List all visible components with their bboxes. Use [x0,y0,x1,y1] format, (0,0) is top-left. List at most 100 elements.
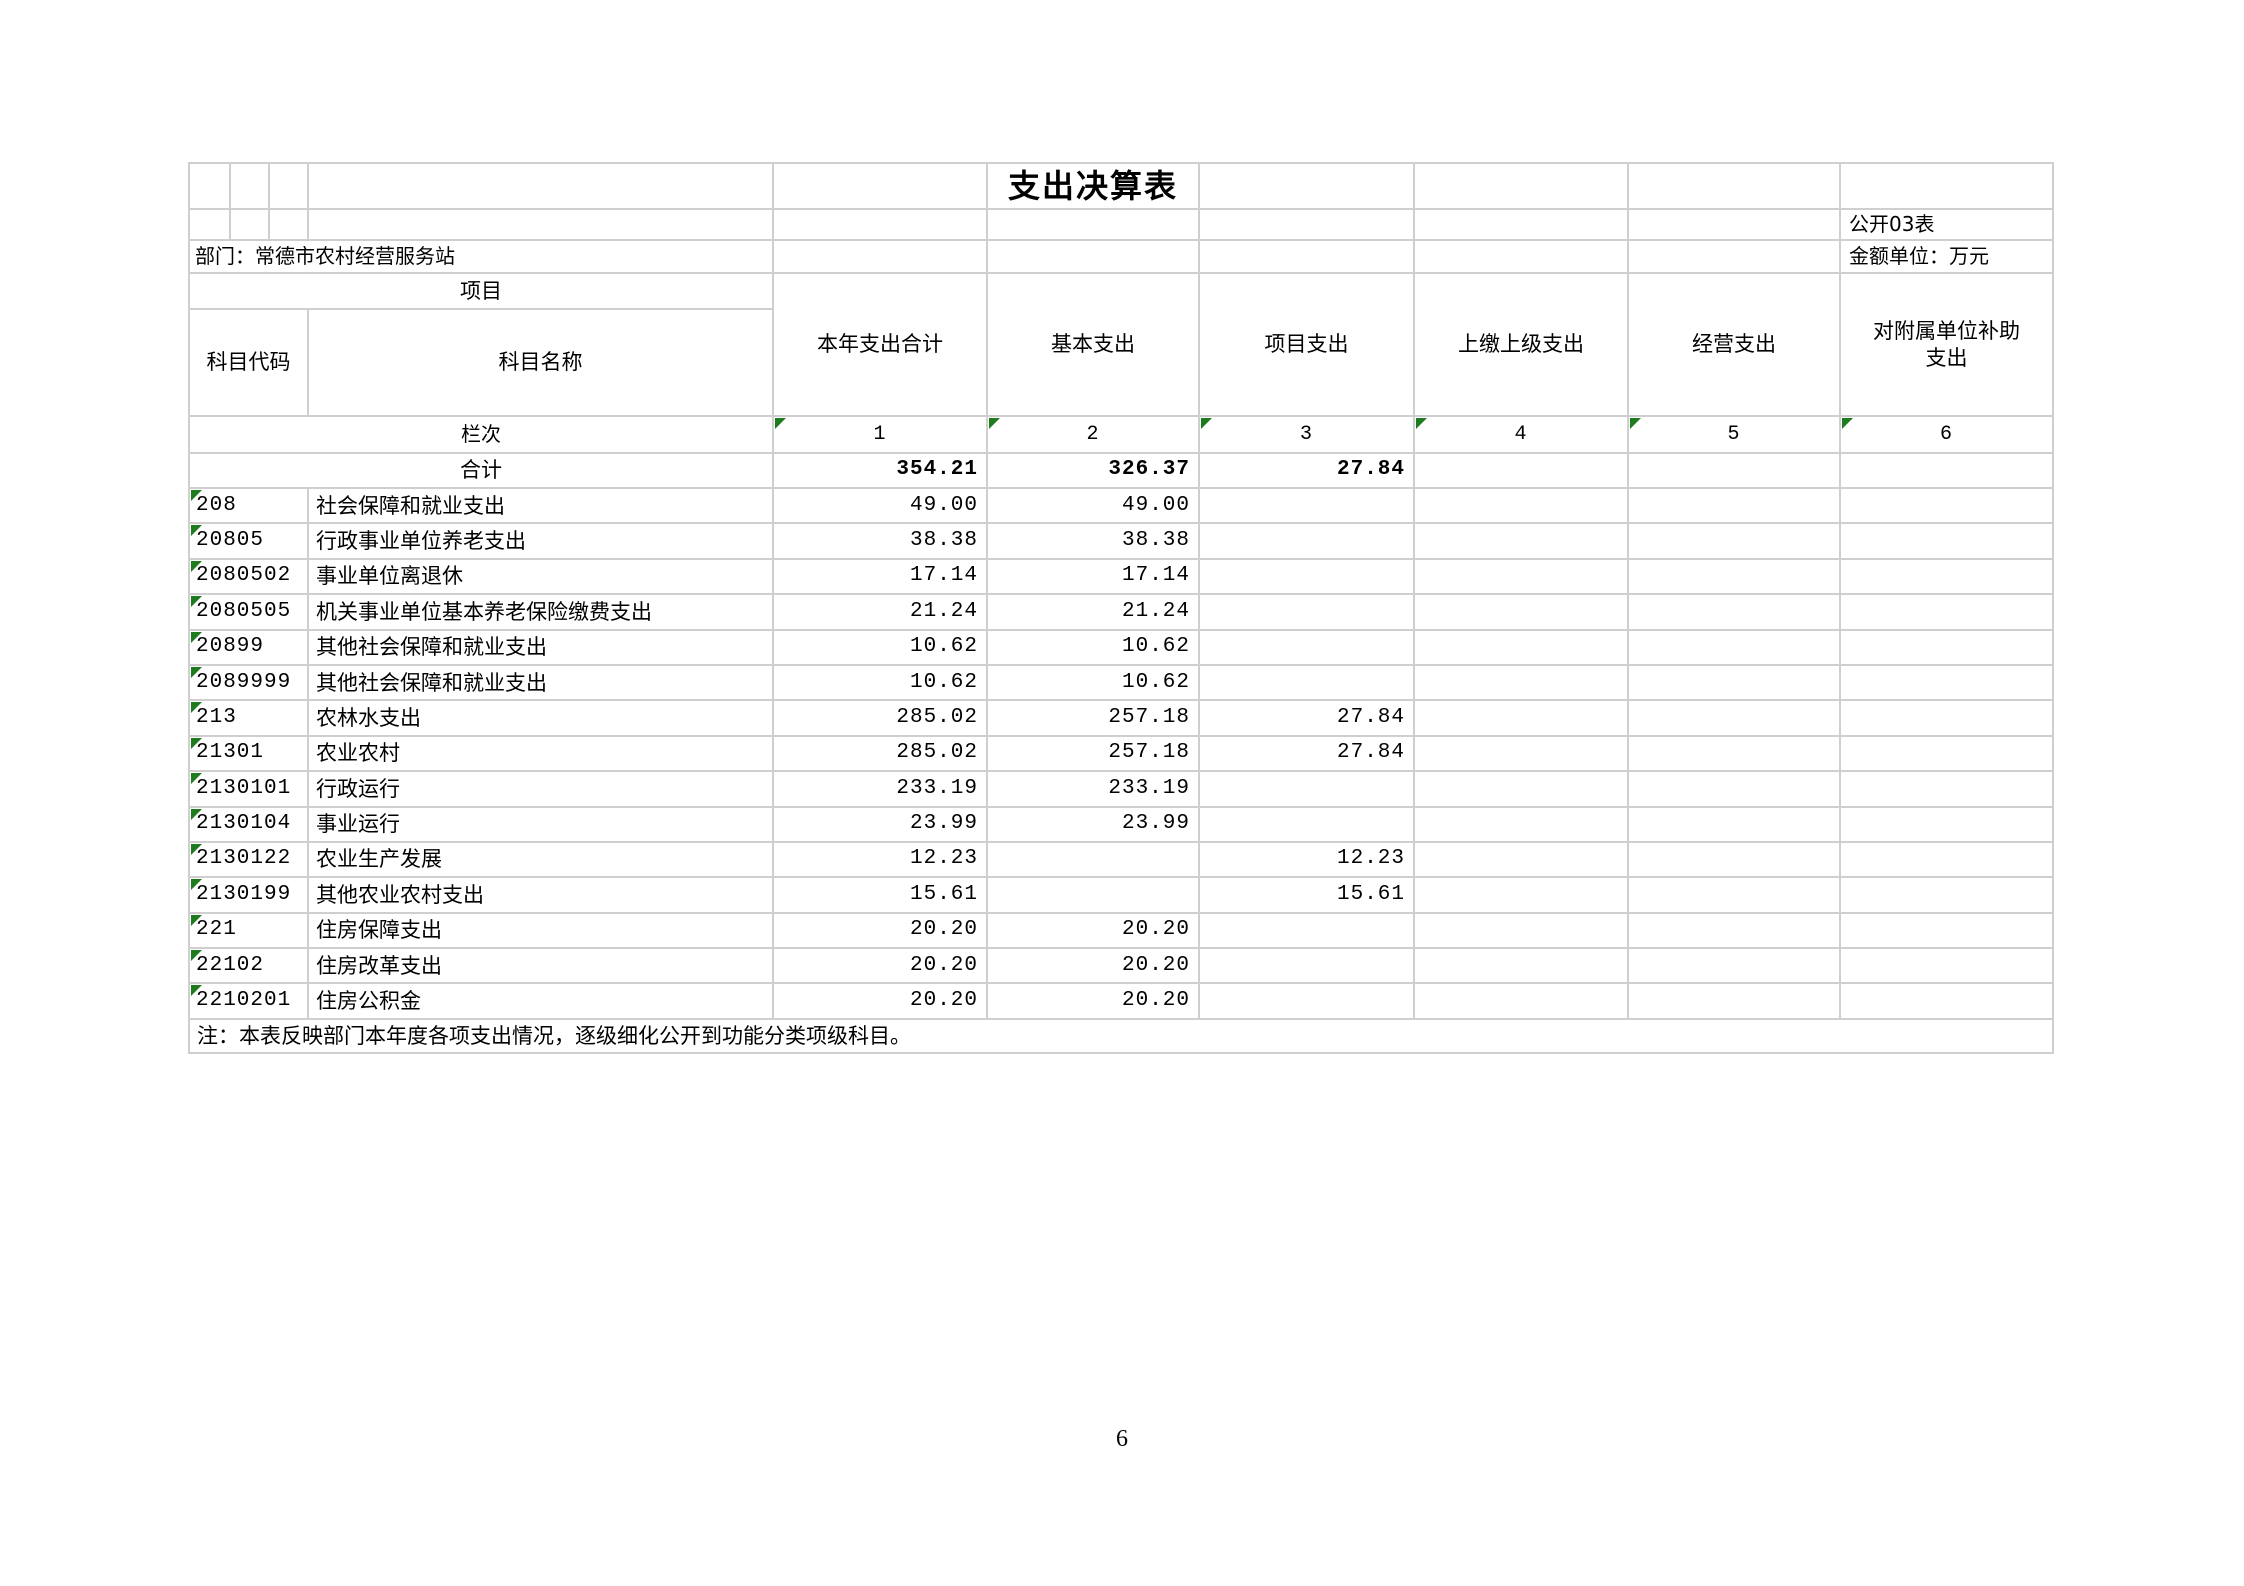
total-row: 合计 354.21 326.37 27.84 [188,452,2054,489]
empty-cell [1198,208,1415,241]
lanci-row: 栏次 1 2 3 4 5 6 [188,415,2054,454]
table-row: 2130199 其他农业农村支出 15.61 15.61 [188,876,2054,914]
subject-name-cell: 住房公积金 [307,982,774,1020]
error-flag-icon [1201,418,1212,429]
value-cell [1627,911,1841,950]
empty-cell [307,208,774,241]
empty-cell [1627,239,1841,274]
value-cell [1198,982,1415,1020]
value-cell [1198,770,1415,808]
value-cell [1627,770,1841,808]
value-cell: 12.23 [1198,840,1415,879]
error-flag-icon [191,808,202,820]
subject-name-cell: 住房改革支出 [307,947,774,985]
value-cell [1839,628,2054,666]
empty-cell [188,208,231,241]
subject-name-cell: 其他社会保障和就业支出 [307,628,774,666]
error-flag-icon [191,737,202,749]
value-cell [1413,734,1629,773]
subject-name-cell: 事业单位离退休 [307,557,774,596]
subject-name-cell: 农林水支出 [307,699,774,737]
subject-name-cell: 其他社会保障和就业支出 [307,663,774,702]
value-cell: 17.14 [986,557,1200,596]
value-cell: 20.20 [986,947,1200,985]
value-cell [986,876,1200,914]
empty-cell [1198,162,1415,210]
subject-code-cell: 2080505 [188,593,309,631]
empty-cell [1413,208,1629,241]
header-project: 项目 [188,272,774,310]
value-cell [1839,593,2054,631]
value-cell [1413,628,1629,666]
value-cell [1198,522,1415,560]
value-cell [1413,947,1629,985]
value-cell: 38.38 [986,522,1200,560]
value-cell [1413,876,1629,914]
subject-name-cell: 农业生产发展 [307,840,774,879]
value-cell [1627,486,1841,525]
value-cell [1413,557,1629,596]
subject-code-cell: 2130199 [188,876,309,914]
error-flag-icon [191,702,202,714]
value-cell [1839,699,2054,737]
table-row: 208 社会保障和就业支出 49.00 49.00 [188,486,2054,525]
subject-name-cell: 社会保障和就业支出 [307,486,774,525]
note-text: 注：本表反映部门本年度各项支出情况，逐级细化公开到功能分类项级科目。 [188,1017,2054,1054]
value-cell [1198,486,1415,525]
department-label: 部门：常德市农村经营服务站 [188,239,774,274]
error-flag-icon [191,950,202,962]
value-cell: 12.23 [772,840,988,879]
total-value [1839,452,2054,489]
lanci-label: 栏次 [188,415,774,454]
value-cell: 285.02 [772,734,988,773]
value-cell [1198,557,1415,596]
value-cell [1198,628,1415,666]
value-cell [1627,699,1841,737]
value-cell: 20.20 [772,982,988,1020]
error-flag-icon [1630,418,1641,429]
value-cell: 15.61 [1198,876,1415,914]
value-cell: 27.84 [1198,699,1415,737]
header-row-project: 项目 本年支出合计 基本支出 项目支出 上缴上级支出 经营支出 对附属单位补助支… [188,272,2054,417]
table-row: 22102 住房改革支出 20.20 20.20 [188,947,2054,985]
header-col-5: 经营支出 [1627,272,1841,417]
lanci-index: 2 [1086,423,1100,446]
value-cell [1839,982,2054,1020]
value-cell [1627,628,1841,666]
error-flag-icon [191,490,202,501]
lanci-index: 4 [1514,423,1528,446]
error-flag-icon [191,773,202,785]
value-cell [1627,947,1841,985]
lanci-index-cell: 6 [1839,415,2054,454]
value-cell [1839,770,2054,808]
value-cell [1413,982,1629,1020]
value-cell: 257.18 [986,734,1200,773]
lanci-index: 3 [1299,423,1313,446]
value-cell [1198,805,1415,843]
error-flag-icon [191,631,202,643]
subject-code-cell: 208 [188,486,309,525]
subject-code-cell: 213 [188,699,309,737]
table-row: 221 住房保障支出 20.20 20.20 [188,911,2054,950]
value-cell: 49.00 [986,486,1200,525]
header-subject-name: 科目名称 [307,308,774,417]
page-number: 6 [1116,1426,1128,1452]
table-row: 2080505 机关事业单位基本养老保险缴费支出 21.24 21.24 [188,593,2054,631]
subject-name-cell: 农业农村 [307,734,774,773]
value-cell [1413,522,1629,560]
value-cell [1839,486,2054,525]
empty-cell [229,208,270,241]
header-col-3: 项目支出 [1198,272,1415,417]
value-cell [1627,840,1841,879]
value-cell [1413,911,1629,950]
value-cell [1627,876,1841,914]
value-cell: 233.19 [772,770,988,808]
header-col-2: 基本支出 [986,272,1200,417]
value-cell: 49.00 [772,486,988,525]
subject-code-cell: 22102 [188,947,309,985]
value-cell: 20.20 [772,911,988,950]
lanci-index-cell: 3 [1198,415,1415,454]
error-flag-icon [191,914,202,926]
empty-cell [229,162,270,210]
value-cell [1839,522,2054,560]
